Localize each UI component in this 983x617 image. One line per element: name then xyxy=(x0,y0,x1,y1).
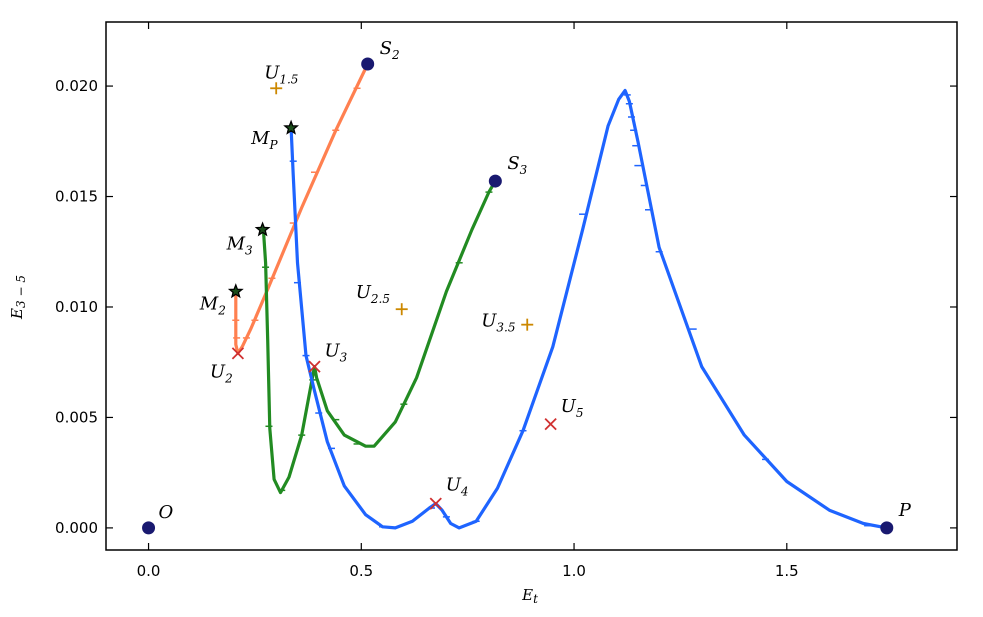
axes-frame xyxy=(105,21,958,551)
marker-U-5-b xyxy=(544,417,557,431)
annotation-letter: U xyxy=(446,475,462,496)
annotation-mp: MP xyxy=(250,128,278,152)
annotation-subscript: 2 xyxy=(217,304,226,318)
x-tick-label: 1.5 xyxy=(775,562,799,580)
annotation-subscript: 4 xyxy=(460,485,469,499)
annotation-u5: U5 xyxy=(561,396,584,420)
marker-O xyxy=(142,521,156,535)
annotation-subscript: 5 xyxy=(576,406,584,420)
marker-M-p xyxy=(283,119,300,135)
y-tick-label: 0.015 xyxy=(55,188,98,206)
annotation-letter: O xyxy=(159,502,174,523)
annotation-letter: M xyxy=(250,128,270,149)
marker-M-3 xyxy=(254,221,271,237)
plot-area xyxy=(106,22,957,550)
annotation-subscript: P xyxy=(269,138,279,152)
annotation-letter: M xyxy=(199,294,219,315)
series-line-1 xyxy=(261,179,497,495)
series-layer xyxy=(232,62,889,530)
y-axis-label: E3 − 5 xyxy=(8,275,28,320)
y-tick-label: 0.020 xyxy=(55,77,98,95)
annotation-u3-5: U3.5 xyxy=(481,311,515,335)
annotation-s2: S2 xyxy=(380,38,400,62)
annotation-subscript: 2.5 xyxy=(370,292,390,306)
annotation-letter: U xyxy=(356,282,372,303)
annotation-u2: U2 xyxy=(210,361,233,385)
marker-S-3 xyxy=(488,174,502,188)
marker-U-1-5 xyxy=(270,82,283,95)
annotation-subscript: 1.5 xyxy=(279,72,298,86)
annotation-subscript: 2 xyxy=(224,371,233,385)
plot-background xyxy=(106,22,957,550)
marker-S-2 xyxy=(361,57,375,71)
annotation-letter: S xyxy=(507,153,519,174)
annotation-subscript: 3 xyxy=(245,244,253,258)
annotation-letter: M xyxy=(226,234,246,255)
annotation-letter: S xyxy=(380,38,392,59)
markers-layer xyxy=(142,57,894,535)
x-axis-label: Et xyxy=(521,586,538,606)
marker-U-3 xyxy=(308,360,321,373)
annotation-subscript: 3.5 xyxy=(496,321,515,335)
annotation-m3: M3 xyxy=(226,234,253,258)
marker-U-4 xyxy=(429,497,442,510)
marker-U-4-b xyxy=(429,497,442,510)
annotation-u2-5: U2.5 xyxy=(356,282,390,306)
marker-U-2-5 xyxy=(395,303,408,316)
y-tick-label: 0.010 xyxy=(55,298,98,316)
marker-M-2 xyxy=(227,283,244,299)
annotation-m2: M2 xyxy=(199,294,226,318)
annotation-letter: U xyxy=(561,396,577,417)
marker-U-3-b xyxy=(308,360,321,373)
x-tick-label: 0.5 xyxy=(349,562,373,580)
series-line-0 xyxy=(234,62,370,355)
annotation-u4: U4 xyxy=(446,475,469,499)
marker-U-3-5 xyxy=(521,318,534,331)
annotation-letter: U xyxy=(324,341,340,362)
marker-U-5 xyxy=(544,417,557,431)
y-tick-label: 0.005 xyxy=(55,408,98,426)
annotation-letter: P xyxy=(898,500,912,521)
annotation-s3: S3 xyxy=(507,153,527,177)
annotation-subscript: 2 xyxy=(391,48,400,62)
annotation-subscript: 3 xyxy=(520,163,528,177)
axes-layer: 0.0 0.5 1.0 1.5 0.000 0.005 0.010 0.015 0.020 xyxy=(55,21,958,580)
marker-U-2-b xyxy=(231,347,245,360)
x-tick-label: 0.0 xyxy=(137,562,161,580)
annotation-letter: U xyxy=(210,361,226,382)
x-tick-label: 1.0 xyxy=(562,562,586,580)
annotation-u3: U3 xyxy=(324,341,347,365)
annotation-letter: U xyxy=(264,62,280,83)
annotation-u1-5: U1.5 xyxy=(264,62,298,86)
annotation-letter: U xyxy=(481,311,497,332)
y-tick-label: 0.000 xyxy=(55,519,98,537)
marker-U-2 xyxy=(231,347,245,360)
annotation-p: P xyxy=(898,500,912,521)
annotation-subscript: 3 xyxy=(340,351,348,365)
annotation-o: O xyxy=(159,502,174,523)
marker-P xyxy=(880,521,894,535)
